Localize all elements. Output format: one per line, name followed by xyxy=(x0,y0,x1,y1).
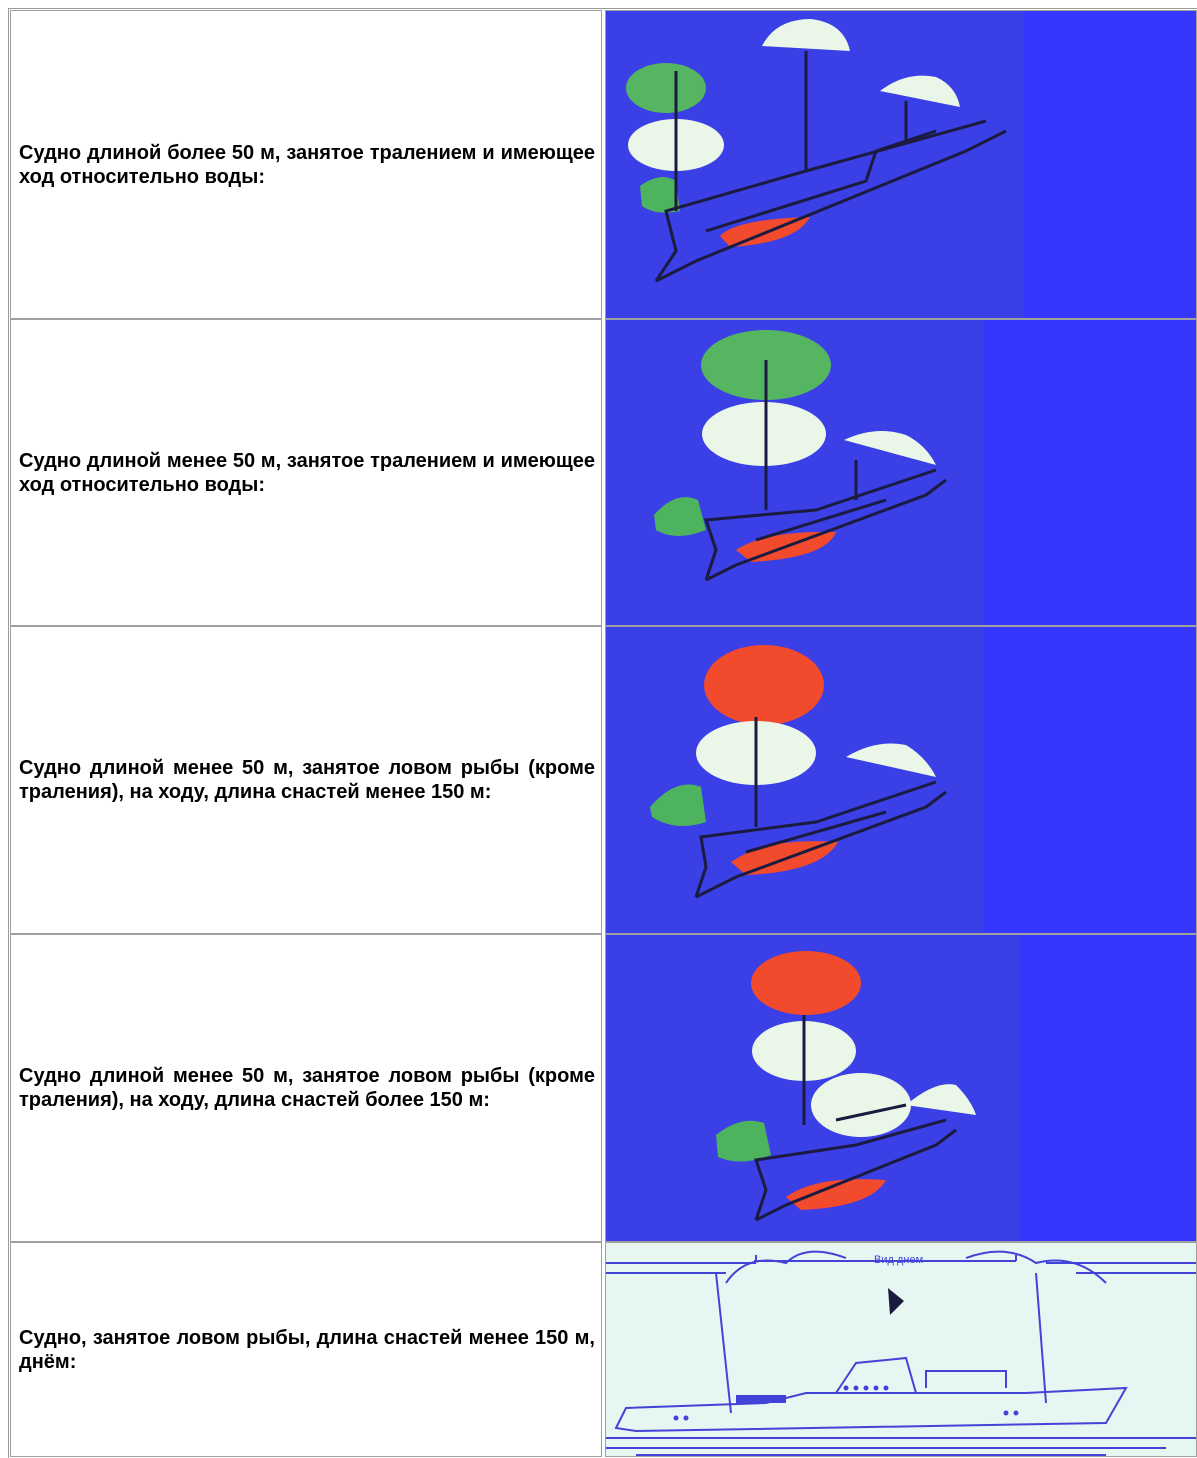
illustration xyxy=(606,935,1196,1241)
text-cell: Судно длиной менее 50 м, занятое ловом р… xyxy=(10,626,602,934)
row-text: Судно длиной более 50 м, занятое тралени… xyxy=(19,141,595,188)
row-text: Судно длиной менее 50 м, занятое тралени… xyxy=(19,449,595,496)
illustration xyxy=(606,11,1196,318)
table-frame xyxy=(8,8,1197,1458)
image-cell xyxy=(605,934,1197,1242)
text-cell: Судно, занятое ловом рыбы, длина снастей… xyxy=(10,1242,602,1457)
row-text: Судно длиной менее 50 м, занятое ловом р… xyxy=(19,757,595,803)
illustration: Вид днем xyxy=(606,1243,1196,1456)
row-text: Судно длиной менее 50 м, занятое ловом р… xyxy=(19,1065,595,1111)
image-caption: Вид днем xyxy=(874,1254,923,1266)
image-cell: Вид днем xyxy=(605,1242,1197,1457)
text-cell: Судно длиной более 50 м, занятое тралени… xyxy=(10,10,602,319)
row-text: Судно, занятое ловом рыбы, длина снастей… xyxy=(19,1326,595,1373)
illustration xyxy=(606,320,1196,625)
text-cell: Судно длиной менее 50 м, занятое ловом р… xyxy=(10,934,602,1242)
image-cell xyxy=(605,319,1197,626)
illustration xyxy=(606,627,1196,933)
image-cell xyxy=(605,10,1197,319)
image-cell xyxy=(605,626,1197,934)
text-cell: Судно длиной менее 50 м, занятое тралени… xyxy=(10,319,602,626)
